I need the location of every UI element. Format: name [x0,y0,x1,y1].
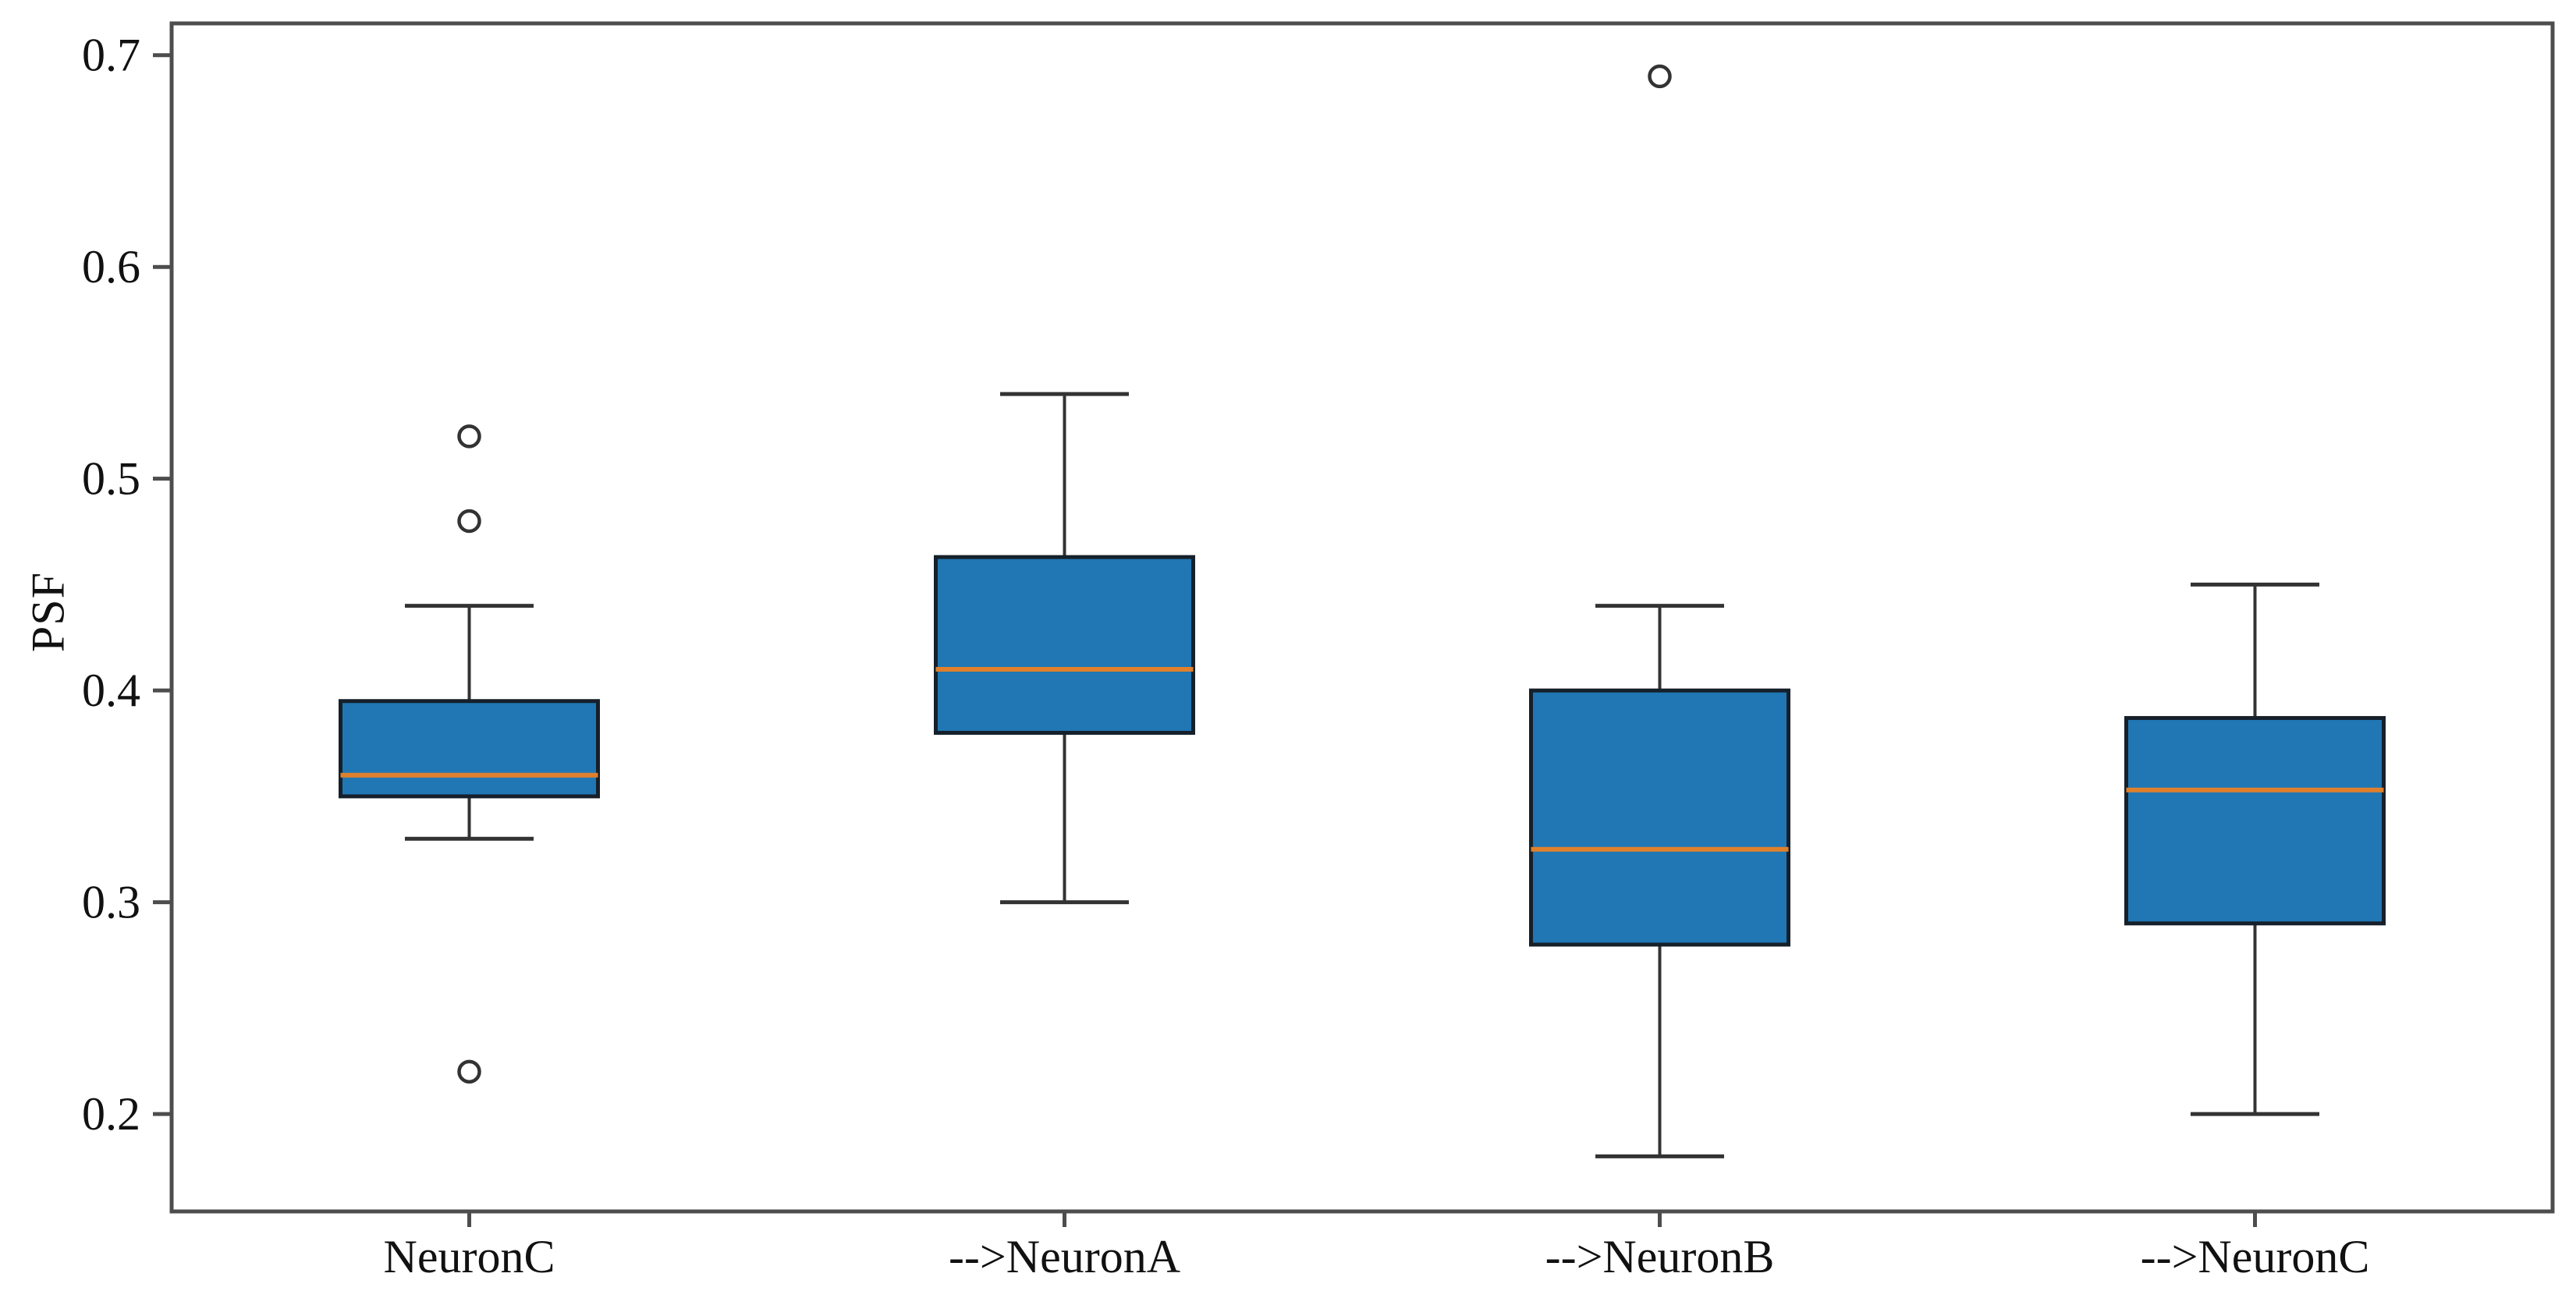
x-category-label: -->NeuronB [1545,1231,1775,1282]
box-group-4 [2124,582,2386,1116]
outlier-point [457,424,481,449]
box-group-2 [934,392,1195,905]
outlier-point [457,1059,481,1084]
iqr-box [339,699,600,799]
iqr-box [2124,715,2386,926]
y-tick-label: 0.2 [82,1088,140,1140]
x-category-label: NeuronC [384,1231,555,1282]
x-category-label: -->NeuronC [2141,1231,2370,1282]
y-tick-label: 0.4 [82,665,140,716]
iqr-box [1529,688,1790,947]
iqr-box [934,555,1195,735]
y-tick-label: 0.3 [82,877,140,928]
y-tick-label: 0.6 [82,241,140,293]
y-tick-label: 0.7 [82,30,140,81]
plot-frame [169,21,2555,1214]
box-group-3 [1529,64,1790,1158]
outlier-point [1648,64,1672,89]
outlier-point [457,509,481,534]
x-category-label: -->NeuronA [949,1231,1180,1282]
y-tick-label: 0.5 [82,453,140,505]
box-group-1 [339,424,600,1084]
y-axis-title: PSF [22,571,74,653]
